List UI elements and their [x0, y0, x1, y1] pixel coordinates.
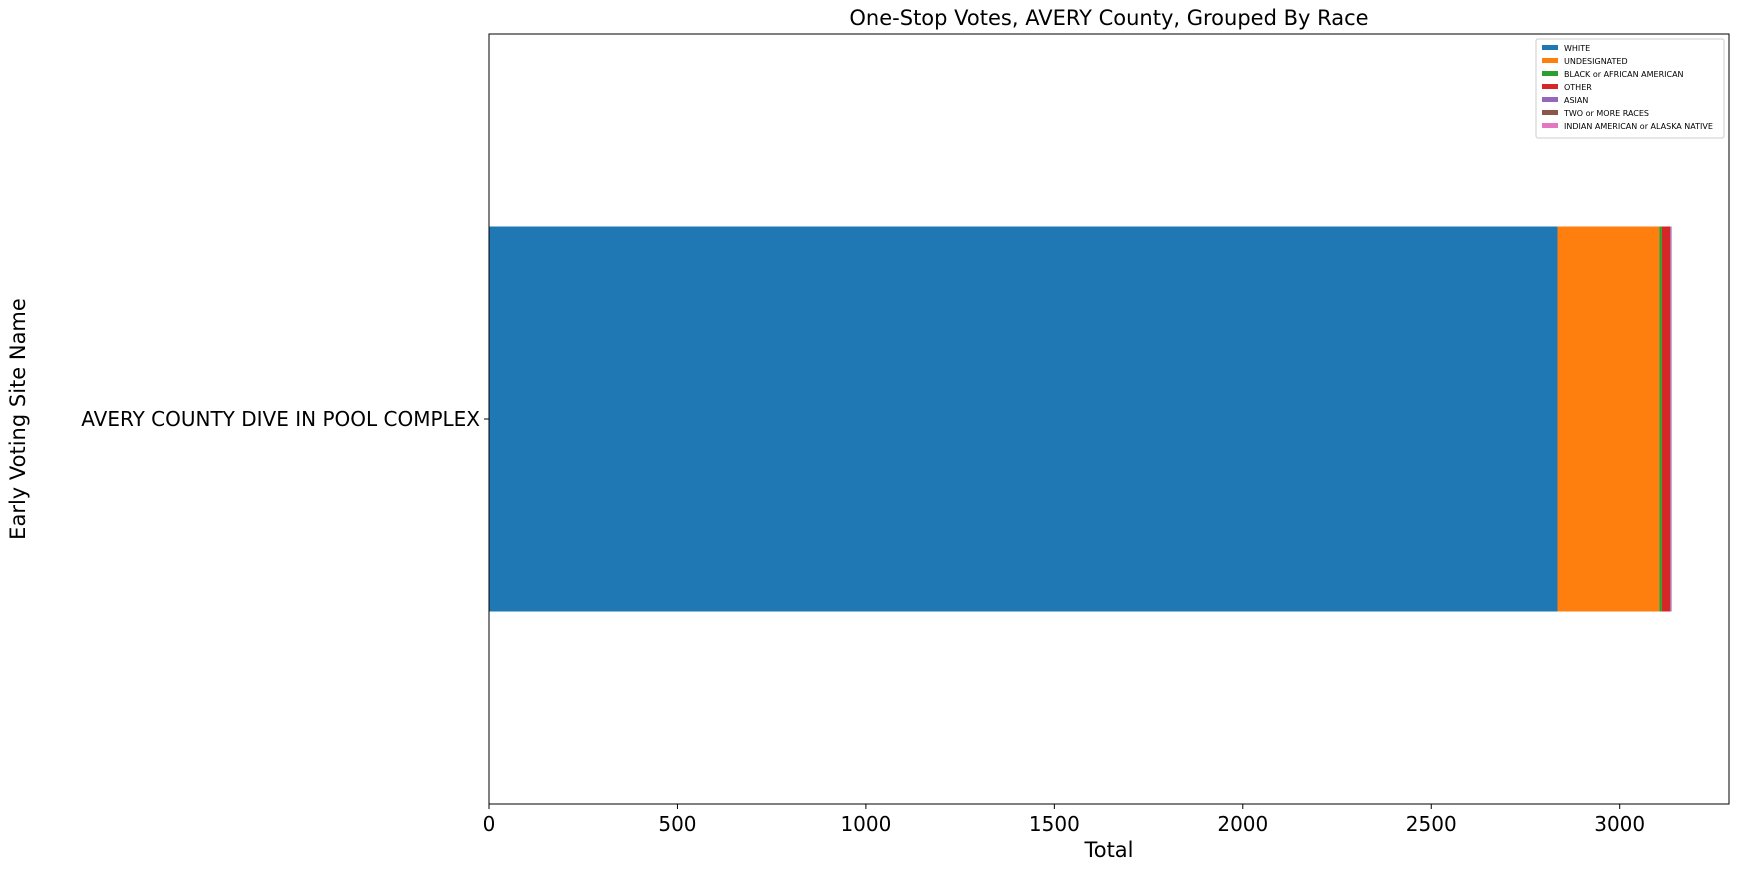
- chart-title: One-Stop Votes, AVERY County, Grouped By…: [849, 6, 1368, 30]
- legend-entry: UNDESIGNATED: [1564, 57, 1628, 66]
- legend-swatch: [1542, 123, 1558, 128]
- legend-box: [1535, 38, 1725, 139]
- bar-segment-2: [1659, 226, 1662, 612]
- legend-swatch: [1542, 84, 1558, 89]
- bar-segment-4: [1670, 226, 1671, 612]
- y-ticks-group: AVERY COUNTY DIVE IN POOL COMPLEX: [81, 407, 489, 431]
- bar-segment-1: [1557, 226, 1660, 612]
- bar-segment-3: [1661, 226, 1671, 612]
- bar-segment-0: [489, 226, 1558, 612]
- x-tick-label: 3000: [1594, 812, 1645, 836]
- legend: WHITE UNDESIGNATED BLACK or AFRICAN AMERIC…: [1535, 38, 1725, 139]
- x-ticks-group: 0 500 1000 1500 2000 2500 3000: [483, 804, 1645, 836]
- legend-swatch: [1542, 71, 1558, 76]
- x-tick-label: 1000: [840, 812, 891, 836]
- x-tick-label: 500: [658, 812, 696, 836]
- legend-entry: OTHER: [1564, 83, 1592, 92]
- legend-entry: TWO or MORE RACES: [1563, 109, 1649, 118]
- legend-swatch: [1542, 45, 1558, 50]
- legend-entry: INDIAN AMERICAN or ALASKA NATIVE: [1564, 122, 1713, 131]
- x-tick-label: 1500: [1029, 812, 1080, 836]
- y-axis-label: Early Voting Site Name: [6, 298, 30, 540]
- legend-entry: ASIAN: [1564, 96, 1588, 105]
- legend-swatch: [1542, 97, 1558, 102]
- x-axis-label: Total: [1083, 838, 1133, 862]
- bars-group: [489, 226, 1672, 612]
- legend-entry: WHITE: [1564, 44, 1590, 53]
- y-tick-label: AVERY COUNTY DIVE IN POOL COMPLEX: [81, 407, 480, 431]
- x-tick-label: 0: [483, 812, 496, 836]
- legend-swatch: [1542, 110, 1558, 115]
- legend-entry: BLACK or AFRICAN AMERICAN: [1564, 70, 1684, 79]
- x-tick-label: 2000: [1217, 812, 1268, 836]
- x-tick-label: 2500: [1406, 812, 1457, 836]
- legend-swatch: [1542, 58, 1558, 63]
